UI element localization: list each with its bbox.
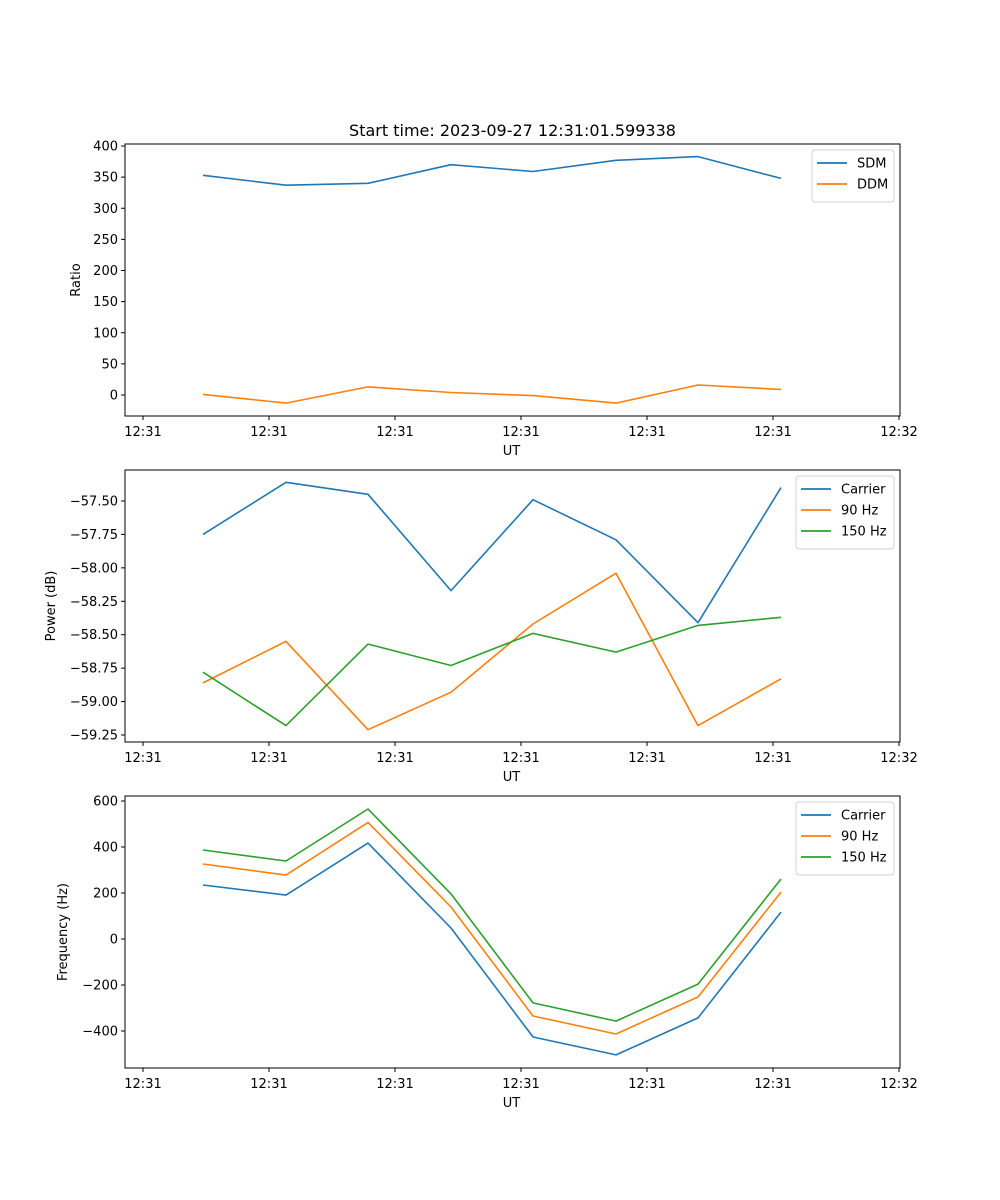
legend-label: 90 Hz <box>841 504 878 519</box>
x-tick-label: 12:32 <box>880 1077 917 1092</box>
y-tick-label: −59.25 <box>70 729 118 744</box>
chart-title: Start time: 2023-09-27 12:31:01.599338 <box>349 121 676 140</box>
y-axis-label: Ratio <box>69 263 84 296</box>
y-tick-label: 300 <box>93 202 118 217</box>
y-tick-label: 400 <box>93 140 118 155</box>
y-tick-label: −58.50 <box>70 628 118 643</box>
y-tick-label: −200 <box>82 979 118 994</box>
x-tick-label: 12:31 <box>250 1077 287 1092</box>
legend-label: 150 Hz <box>841 851 887 866</box>
series-line-sdm <box>202 155 782 186</box>
y-axis-label: Frequency (Hz) <box>56 883 71 981</box>
x-tick-label: 12:31 <box>628 751 665 766</box>
chart-panel-3: −400 −200 0 200 400 600 12:31 12:31 12:31 12:31 12… <box>56 795 918 1112</box>
x-tick-label: 12:31 <box>250 751 287 766</box>
y-tick-label: 0 <box>110 933 118 948</box>
x-axis-label: UT <box>503 1096 521 1111</box>
x-tick-label: 12:31 <box>250 425 287 440</box>
y-tick-label: 350 <box>93 171 118 186</box>
x-tick-label: 12:31 <box>628 425 665 440</box>
x-tick-label: 12:31 <box>754 1077 791 1092</box>
series-line-carrier <box>202 842 782 1056</box>
x-tick-label: 12:31 <box>754 751 791 766</box>
legend-label: Carrier <box>841 483 886 498</box>
legend-label: DDM <box>857 178 888 193</box>
series-line-90-hz <box>202 821 782 1035</box>
y-tick-label: −58.00 <box>70 561 118 576</box>
series-line-ddm <box>202 384 782 404</box>
x-tick-label: 12:31 <box>124 425 161 440</box>
y-tick-label: 0 <box>110 389 118 404</box>
y-tick-label: 400 <box>93 841 118 856</box>
x-tick-label: 12:31 <box>502 1077 539 1092</box>
series-line-150-hz <box>202 808 782 1022</box>
x-tick-label: 12:32 <box>880 751 917 766</box>
chart-panel-1: Start time: 2023-09-27 12:31:01.599338 0 5… <box>69 121 918 459</box>
y-tick-label: −400 <box>82 1025 118 1040</box>
x-tick-label: 12:31 <box>376 751 413 766</box>
series-line-150-hz <box>202 616 782 727</box>
x-tick-label: 12:31 <box>124 1077 161 1092</box>
legend-label: 90 Hz <box>841 830 878 845</box>
x-tick-label: 12:31 <box>754 425 791 440</box>
y-tick-label: 200 <box>93 264 118 279</box>
y-tick-label: 600 <box>93 795 118 810</box>
x-tick-label: 12:31 <box>628 1077 665 1092</box>
x-axis-label: UT <box>503 444 521 459</box>
x-tick-label: 12:31 <box>502 751 539 766</box>
y-tick-label: −58.75 <box>70 662 118 677</box>
y-tick-label: 150 <box>93 295 118 310</box>
y-tick-label: 200 <box>93 887 118 902</box>
y-tick-label: −57.75 <box>70 528 118 543</box>
legend-label: Carrier <box>841 809 886 824</box>
x-tick-label: 12:31 <box>502 425 539 440</box>
y-tick-label: 250 <box>93 233 118 248</box>
x-tick-label: 12:31 <box>376 1077 413 1092</box>
axes-frame <box>124 795 901 1069</box>
x-tick-label: 12:31 <box>124 751 161 766</box>
chart-panel-2: −59.25 −59.00 −58.75 −58.50 −58.25 −58.00 −57.… <box>44 469 918 785</box>
y-tick-label: −57.50 <box>70 495 118 510</box>
y-tick-label: −58.25 <box>70 595 118 610</box>
x-axis-label: UT <box>503 770 521 785</box>
y-tick-label: −59.00 <box>70 695 118 710</box>
x-tick-label: 12:32 <box>880 425 917 440</box>
y-tick-label: 50 <box>101 357 118 372</box>
axes-frame <box>124 143 901 417</box>
legend-label: 150 Hz <box>841 525 887 540</box>
y-tick-label: 100 <box>93 326 118 341</box>
series-line-90-hz <box>202 572 782 731</box>
y-axis-label: Power (dB) <box>44 571 59 642</box>
series-line-carrier <box>202 481 782 624</box>
legend-label: SDM <box>857 157 886 172</box>
x-tick-label: 12:31 <box>376 425 413 440</box>
axes-frame <box>124 469 901 743</box>
